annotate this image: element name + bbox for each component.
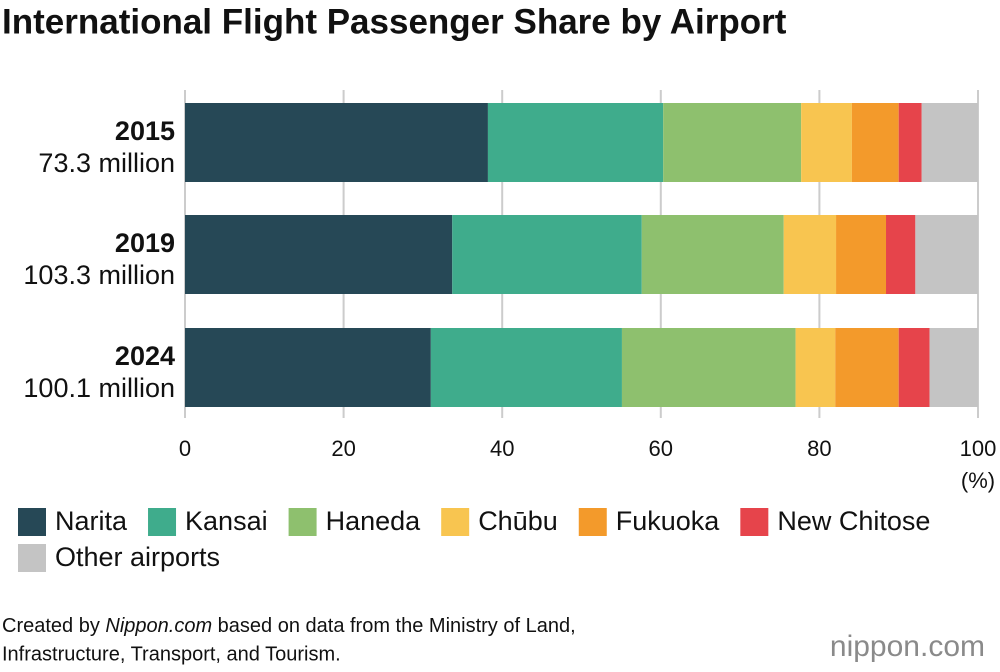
bar-segment	[452, 215, 642, 294]
legend-label: Kansai	[185, 506, 268, 536]
bar-segment	[801, 103, 852, 182]
bar-segment	[783, 215, 837, 294]
source-italic: Nippon.com	[105, 615, 212, 637]
bar-segment	[835, 328, 899, 407]
category-total: 100.1 million	[23, 373, 175, 403]
category-label: 2015	[115, 116, 175, 146]
legend-swatch	[578, 508, 607, 536]
source-prefix: Created by	[2, 615, 105, 637]
legend-swatch	[18, 544, 46, 572]
bar-segment	[641, 215, 784, 294]
category-label: 2019	[115, 228, 175, 258]
bar-segment	[851, 103, 899, 182]
legend-swatch	[18, 508, 46, 536]
x-tick-label: 20	[331, 436, 355, 461]
source-rest: based on data from the Ministry of Land,	[212, 615, 576, 637]
logo: nippon.com	[830, 630, 985, 663]
bar-segment	[795, 328, 836, 407]
legend-label: New Chitose	[777, 506, 930, 536]
bar-segment	[621, 328, 796, 407]
bar-segment	[185, 215, 453, 294]
x-tick-label: 0	[179, 436, 191, 461]
legend-swatch	[148, 508, 177, 536]
category-label: 2024	[115, 341, 175, 371]
legend-label: Fukuoka	[616, 506, 721, 536]
bar-segment	[836, 215, 887, 294]
source-note: Created by Nippon.com based on data from…	[2, 615, 576, 637]
source-note-line2: Infrastructure, Transport, and Tourism.	[2, 643, 341, 665]
bar-segment	[929, 328, 978, 407]
bar-segment	[898, 328, 930, 407]
legend-label: Narita	[55, 506, 128, 536]
legend-swatch	[441, 508, 470, 536]
x-tick-label: 100	[960, 436, 997, 461]
bar-segment	[430, 328, 622, 407]
legend-label: Chūbu	[478, 506, 558, 536]
bar-segment	[921, 103, 978, 182]
bar-segment	[185, 103, 488, 182]
category-total: 73.3 million	[38, 148, 175, 178]
legend-label: Other airports	[55, 542, 220, 572]
bar-segment	[915, 215, 978, 294]
bar-segment	[663, 103, 802, 182]
legend-swatch	[288, 508, 317, 536]
bar-segment	[185, 328, 431, 407]
x-tick-label: 60	[649, 436, 673, 461]
legend-label: Haneda	[326, 506, 422, 536]
bar-segment	[898, 103, 922, 182]
chart-title: International Flight Passenger Share by …	[2, 2, 787, 41]
legend-swatch	[740, 508, 769, 536]
x-tick-label: 40	[490, 436, 514, 461]
x-unit: (%)	[961, 468, 995, 493]
category-total: 103.3 million	[23, 260, 175, 290]
x-tick-label: 80	[807, 436, 831, 461]
bar-segment	[487, 103, 664, 182]
bar-segment	[886, 215, 916, 294]
